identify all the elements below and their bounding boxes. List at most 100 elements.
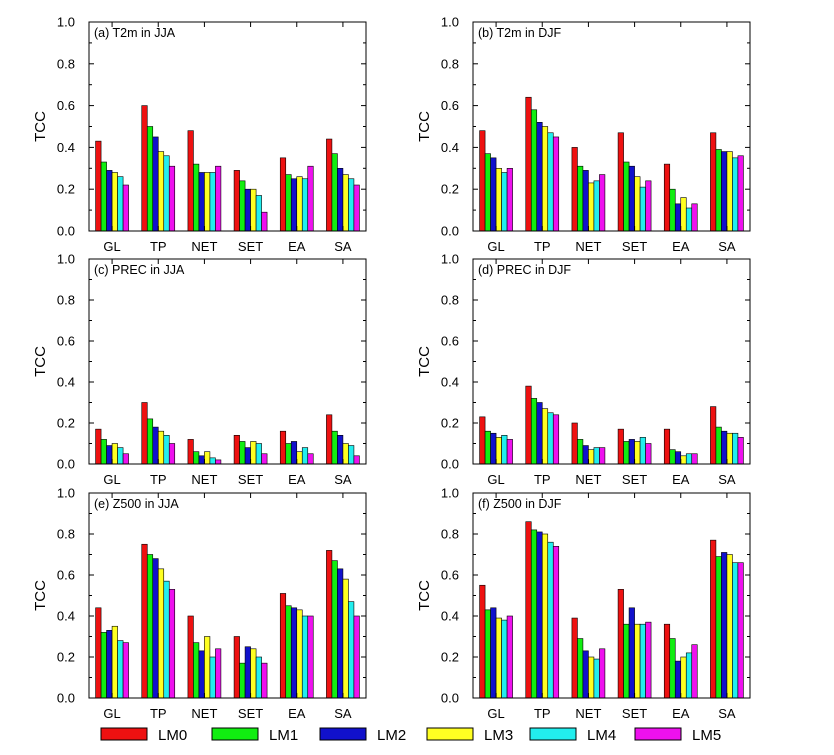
x-tick-label-net: NET: [191, 706, 217, 721]
bar-lm0-sa: [710, 132, 717, 232]
bar-lm3-ea: [680, 656, 687, 699]
bar-lm2-sa: [721, 430, 728, 465]
panel-title: (c) PREC in JJA: [94, 263, 185, 277]
x-tick-label-net: NET: [575, 706, 601, 721]
legend-swatch-lm4: [529, 727, 577, 741]
bar-lm1-sa: [331, 153, 338, 232]
bar-lm2-ea: [290, 607, 298, 699]
legend-label-lm3: LM3: [484, 727, 513, 744]
bar-lm3-gl: [495, 617, 502, 699]
bar-lm4-set: [639, 623, 646, 699]
bar-lm0-set: [233, 636, 240, 699]
x-tick-label-set: SET: [238, 472, 263, 487]
y-tick-label: 0.0: [57, 224, 75, 239]
x-tick-label-tp: TP: [534, 239, 551, 254]
y-tick-label: 0.0: [57, 457, 75, 472]
bar-lm2-gl: [106, 630, 113, 699]
bar-lm5-gl: [122, 184, 129, 232]
bar-lm2-net: [582, 445, 589, 465]
bar-lm4-net: [593, 658, 600, 699]
bar-lm3-tp: [157, 430, 165, 465]
legend-swatch-lm1: [211, 727, 259, 741]
bar-lm3-tp: [541, 533, 549, 699]
bar-lm2-net: [198, 650, 205, 699]
chart-panel-6: 0.0 0.2 0.4 0.6 0.8 1.0 GL TP NET SET EA SA (f) Z500…: [416, 486, 751, 721]
bar-lm5-gl: [506, 439, 513, 465]
bar-lm3-tp: [541, 408, 549, 465]
bar-lm4-tp: [163, 580, 170, 699]
bar-lm3-ea: [296, 451, 303, 465]
y-tick-label: 1.0: [441, 486, 459, 501]
bar-lm2-tp: [152, 426, 159, 465]
bar-lm1-ea: [669, 638, 676, 699]
panel-title: (b) T2m in DJF: [478, 26, 561, 40]
bar-lm5-net: [215, 648, 222, 699]
bar-lm5-net: [215, 165, 222, 232]
bar-lm4-gl: [117, 640, 124, 699]
bar-lm1-gl: [100, 632, 107, 699]
plot-frame: [88, 21, 367, 232]
bar-lm4-net: [593, 180, 600, 232]
panel-title: (d) PREC in DJF: [478, 263, 571, 277]
bar-lm1-ea: [285, 174, 292, 232]
bar-lm5-tp: [168, 443, 176, 465]
bar-lm2-ea: [290, 441, 298, 465]
bar-lm3-net: [588, 449, 595, 465]
y-tick-label: 0.8: [57, 56, 75, 71]
x-tick-label-tp: TP: [150, 472, 167, 487]
legend-swatch-lm5: [634, 727, 682, 741]
y-tick-label: 0.2: [57, 650, 75, 665]
y-axis-label: TCC: [32, 580, 49, 611]
bar-lm3-gl: [111, 625, 118, 699]
plot-frame: [472, 21, 751, 232]
bar-lm5-net: [599, 648, 606, 699]
bar-lm2-ea: [674, 660, 682, 699]
x-tick-label-gl: GL: [487, 239, 504, 254]
bar-lm4-ea: [301, 447, 309, 465]
bar-lm2-sa: [337, 568, 344, 699]
x-tick-label-set: SET: [622, 706, 647, 721]
bar-lm2-set: [244, 188, 251, 232]
bar-lm1-set: [239, 180, 246, 232]
bar-lm1-gl: [100, 439, 107, 465]
x-tick-label-net: NET: [191, 472, 217, 487]
bar-lm1-ea: [669, 188, 676, 232]
y-tick-label: 1.0: [57, 15, 75, 30]
bar-lm1-net: [193, 163, 200, 232]
bar-lm5-sa: [353, 455, 360, 465]
bar-lm3-sa: [726, 151, 733, 232]
bar-lm0-tp: [141, 402, 148, 465]
bar-lm4-ea: [685, 652, 693, 699]
bar-lm0-gl: [95, 607, 102, 699]
legend-swatch-lm2: [319, 727, 367, 741]
bar-lm1-gl: [484, 430, 491, 465]
y-tick-label: 0.2: [57, 182, 75, 197]
bar-lm1-net: [193, 451, 200, 465]
bar-lm0-ea: [663, 623, 671, 699]
y-tick-label: 0.8: [441, 527, 459, 542]
bar-lm4-gl: [117, 447, 124, 465]
bar-lm3-ea: [680, 197, 687, 232]
bar-lm1-ea: [669, 449, 676, 465]
y-tick-label: 0.2: [57, 416, 75, 431]
bar-lm5-sa: [737, 437, 744, 465]
bar-lm2-gl: [490, 432, 497, 465]
bar-lm0-net: [187, 615, 194, 699]
bar-lm3-set: [250, 441, 257, 465]
y-tick-label: 0.8: [57, 293, 75, 308]
x-tick-label-gl: GL: [103, 472, 120, 487]
bar-lm2-tp: [152, 136, 159, 232]
bar-lm0-set: [617, 428, 624, 465]
bar-lm5-gl: [122, 642, 129, 699]
bar-lm1-net: [577, 439, 584, 465]
bar-lm2-tp: [536, 402, 543, 465]
y-tick-label: 0.8: [441, 293, 459, 308]
plot-frame: [472, 258, 751, 465]
bar-lm3-tp: [157, 151, 165, 232]
x-tick-label-tp: TP: [534, 706, 551, 721]
bar-lm3-net: [588, 656, 595, 699]
bar-lm4-tp: [163, 434, 170, 465]
bar-lm0-set: [233, 170, 240, 232]
bar-lm3-gl: [495, 168, 502, 232]
bar-lm5-set: [261, 211, 268, 232]
